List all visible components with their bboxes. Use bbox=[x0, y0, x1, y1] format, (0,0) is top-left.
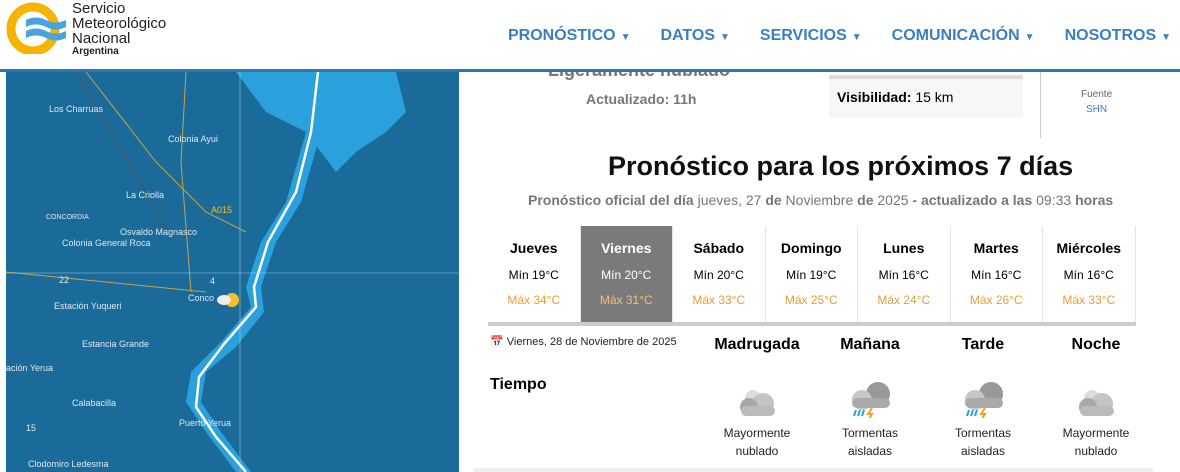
map-label: La Criolla bbox=[126, 190, 165, 200]
map-label: 4 bbox=[210, 276, 216, 286]
map-label: Estancia Grande bbox=[82, 339, 150, 349]
map-label: Puerto Yerua bbox=[179, 418, 232, 428]
logo-country: Argentina bbox=[72, 46, 119, 57]
source-label: Fuente bbox=[1081, 89, 1113, 100]
logo-line: Nacional bbox=[72, 30, 131, 47]
visibility-value: 15 km bbox=[915, 89, 954, 105]
map-label: A015 bbox=[211, 205, 233, 215]
map-label: ación Yerua bbox=[6, 363, 54, 373]
caret-down-icon: ▼ bbox=[620, 32, 631, 43]
caret-down-icon: ▼ bbox=[720, 32, 730, 43]
map-label: 15 bbox=[26, 423, 37, 433]
thunderstorm-icon bbox=[965, 382, 1003, 418]
main-nav: PRONÓSTICO ▼ DATOS ▼ SERVICIOS ▼ COMUNICACI… bbox=[508, 27, 1180, 45]
caret-down-icon: ▼ bbox=[1161, 32, 1172, 43]
visibility-box: Visibilidad: 15 km bbox=[829, 75, 1023, 118]
day-tab-jueves[interactable]: Jueves Mín 19°C Máx 34°C bbox=[488, 226, 581, 322]
logo-line: Meteorológico bbox=[72, 15, 167, 32]
period-madrugada: Madrugada Mayormente nublado bbox=[714, 336, 800, 458]
nav-servicios[interactable]: SERVICIOS ▼ bbox=[759, 27, 862, 44]
nav-comunicacion[interactable]: COMUNICACIÓN ▼ bbox=[891, 27, 1035, 44]
day-tab-domingo[interactable]: Domingo Mín 19°C Máx 25°C bbox=[766, 226, 858, 322]
detail-date: 📅 Viernes, 28 de Noviembre de 2025 bbox=[490, 336, 677, 348]
cloudy-night-icon bbox=[1079, 390, 1114, 416]
map-label: Colonia General Roca bbox=[62, 238, 151, 248]
nav-datos[interactable]: DATOS ▼ bbox=[660, 27, 730, 44]
day-tabs: Jueves Mín 19°C Máx 34°C Viernes Mín 20°C Má… bbox=[488, 226, 1136, 326]
logo-text: Servicio Meteorológico Nacional Argentin… bbox=[72, 1, 166, 58]
period-noche: Noche Mayormente nublado bbox=[1062, 336, 1130, 458]
smn-logo[interactable] bbox=[6, 2, 66, 54]
day-tab-miercoles[interactable]: Miércoles Mín 16°C Máx 33°C bbox=[1043, 226, 1136, 322]
map-label: Estación Yuqueri bbox=[54, 301, 122, 311]
map-label: Los Charruas bbox=[49, 104, 104, 114]
period-manana: Mañana Tormentas aisladas bbox=[840, 336, 900, 458]
forecast-subtitle: Pronóstico oficial del día jueves, 27 de… bbox=[528, 192, 1114, 208]
day-tab-martes[interactable]: Martes Mín 16°C Máx 26°C bbox=[951, 226, 1043, 322]
updated-time: Actualizado: 11h bbox=[586, 91, 697, 107]
day-tab-lunes[interactable]: Lunes Mín 16°C Máx 24°C bbox=[858, 226, 951, 322]
tiempo-label: Tiempo bbox=[490, 376, 547, 393]
weather-map[interactable]: Los Charruas Colonia Ayui La Criolla A01… bbox=[6, 72, 459, 472]
forecast-title: Pronóstico para los próximos 7 días bbox=[608, 151, 1074, 181]
period-tarde: Tarde Tormentas aisladas bbox=[954, 336, 1012, 458]
map-label: Colonia Ayui bbox=[168, 134, 218, 144]
map-label: 22 bbox=[59, 275, 70, 285]
caret-down-icon: ▼ bbox=[851, 32, 862, 43]
cloudy-night-icon bbox=[740, 390, 775, 416]
map-graphics bbox=[6, 72, 459, 472]
map-label: Clodomiro Ledesma bbox=[28, 459, 109, 469]
divider bbox=[473, 468, 1153, 472]
day-tab-viernes[interactable]: Viernes Mín 20°C Máx 31°C bbox=[580, 226, 673, 322]
nav-pronostico[interactable]: PRONÓSTICO ▼ bbox=[508, 27, 631, 44]
site-header: Servicio Meteorológico Nacional Argentin… bbox=[0, 0, 1180, 72]
map-label: Conco bbox=[188, 293, 215, 303]
map-label: Calabacilla bbox=[72, 398, 117, 408]
visibility-label: Visibilidad: bbox=[837, 89, 912, 105]
calendar-icon: 📅 bbox=[490, 336, 504, 348]
map-label: Osvaldo Magnasco bbox=[120, 227, 198, 237]
caret-down-icon: ▼ bbox=[1024, 32, 1035, 43]
logo-line: Servicio bbox=[72, 0, 126, 17]
divider bbox=[1040, 72, 1041, 138]
map-label: CONCORDIA bbox=[46, 214, 89, 221]
nav-nosotros[interactable]: NOSOTROS ▼ bbox=[1064, 27, 1172, 44]
day-tab-sabado[interactable]: Sábado Mín 20°C Máx 33°C bbox=[673, 226, 766, 322]
source-value[interactable]: SHN bbox=[1086, 104, 1108, 115]
thunderstorm-icon bbox=[852, 382, 890, 418]
